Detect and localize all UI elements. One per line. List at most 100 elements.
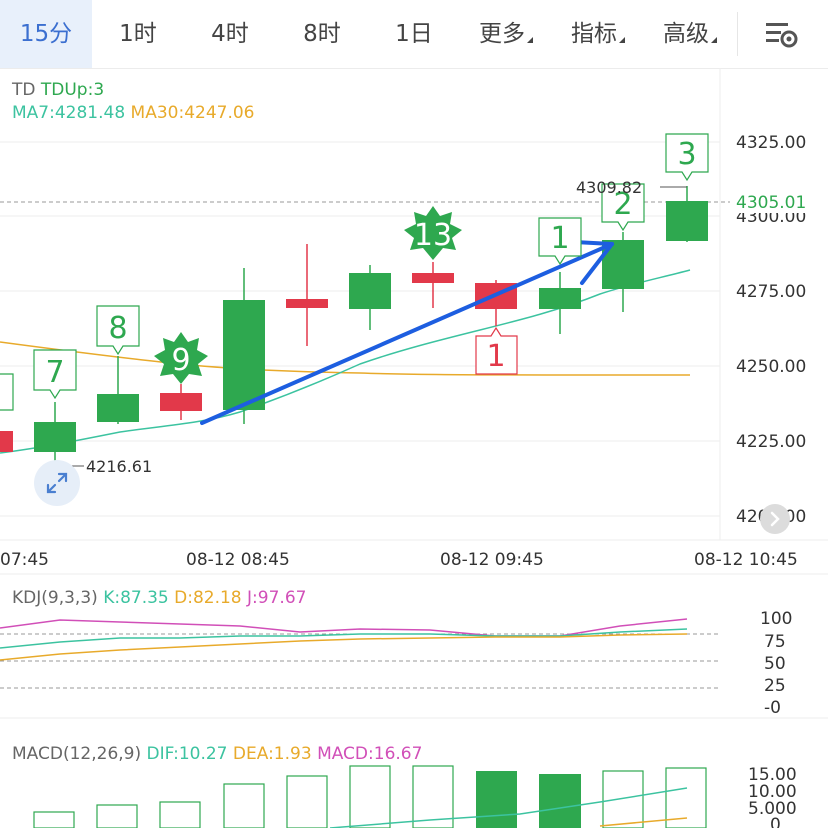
macd-bar [602,770,644,828]
tab-label: 1日 [395,21,433,47]
td-label: TD [12,80,36,100]
td-count-text: 2 [613,187,632,222]
candles [0,186,708,462]
macd-legend: MACD(12,26,9) DIF:10.27 DEA:1.93 MACD:16… [12,744,422,764]
kdj-axis-tick: 25 [764,676,786,696]
macd-bar [96,804,138,828]
td-count-1: 1 [538,217,582,266]
expand-arrows-icon [46,472,68,494]
tab-4h[interactable]: 4时 [184,0,276,68]
macd-bar [286,775,328,828]
candle [97,394,139,422]
td-count-partial [0,373,14,411]
macd-dea-value: DEA:1.93 [232,744,312,764]
macd-axis-tick: 5.000 [748,799,797,819]
macd-bar [412,765,454,828]
time-tick: 08-12 08:45 [186,550,290,570]
tab-label: 4时 [211,21,249,47]
price-tick: 4250.00 [736,357,806,377]
td-count-3: 3 [665,133,709,182]
tab-label: 8时 [303,21,341,47]
low-price-label: 4216.61 [86,457,152,476]
td-count-red-1: 1 [475,326,518,375]
time-tick: 08-12 09:45 [440,550,544,570]
td-count-13: 13 [404,206,462,260]
kdj-d-line [0,633,688,661]
kdj-axis-tick: 50 [764,654,786,674]
collapse-chevron-icon [770,511,780,527]
macd-bar [33,811,75,828]
tab-divider [737,12,738,56]
macd-macd-value: MACD:16.67 [317,744,423,764]
candle [539,288,581,309]
td-count-text: 7 [45,355,64,390]
tab-1h[interactable]: 1时 [92,0,184,68]
kdj-axis-tick: -0 [764,698,781,718]
td-count-text: 3 [677,137,696,172]
dropdown-triangle-icon [619,37,625,43]
macd-dea-line [599,817,688,827]
kdj-j-line [0,618,688,637]
tab-label: 15分 [19,21,73,47]
ma7-line [0,269,691,454]
tab-label: 更多 [479,21,525,47]
kdj-axis-tick: 100 [760,609,792,629]
price-tick: 4225.00 [736,432,806,452]
macd-panel: 15.00 10.00 5.000 0 [33,765,797,828]
macd-bar [349,765,391,828]
candle [412,273,454,283]
tab-label: 高级 [663,21,709,47]
kdj-j-value: J:97.67 [247,588,307,608]
candle [34,422,76,452]
time-axis: 07:45 08-12 08:45 08-12 09:45 08-12 10:4… [0,550,798,570]
ma30-value: MA30:4247.06 [130,103,255,123]
kdj-axis-tick: 75 [764,632,786,652]
tab-label: 指标 [571,21,617,47]
td-count-7: 7 [33,349,77,400]
tab-1d[interactable]: 1日 [368,0,460,68]
td-count-text: 13 [414,218,452,253]
kdj-k-line [0,628,688,649]
td-count-8: 8 [96,305,140,356]
td-count-text: 9 [171,343,190,378]
macd-axis-tick: 15.00 [748,765,797,785]
ma30-line [0,341,690,376]
td-count-9: 9 [154,332,208,384]
kdj-d-value: D:82.18 [174,588,242,608]
candle [0,431,13,452]
td-count-text: 1 [486,339,505,374]
dropdown-triangle-icon [527,37,533,43]
high-price-label: 4309.82 [576,178,642,197]
kdj-legend: KDJ(9,3,3) K:87.35 D:82.18 J:97.67 [12,588,306,608]
candle [349,273,391,309]
tab-advanced[interactable]: 高级 [644,0,736,68]
ma7-value: MA7:4281.48 [12,103,126,123]
candle [286,299,328,308]
macd-title: MACD(12,26,9) [12,744,142,764]
tab-8h[interactable]: 8时 [276,0,368,68]
candle [160,393,202,411]
td-up-value: TDUp:3 [40,80,105,100]
price-tick: 4275.00 [736,282,806,302]
td-count-text: 1 [550,221,569,256]
time-tick: 08-12 10:45 [694,550,798,570]
candle [223,300,265,410]
macd-bar [476,771,517,828]
kdj-panel: 100 75 50 25 -0 [0,609,828,719]
tab-label: 1时 [119,21,157,47]
expand-chart-button[interactable] [34,460,80,506]
macd-dif-line [329,787,688,828]
kdj-k-value: K:87.35 [103,588,169,608]
td-count-text: 8 [108,311,127,346]
tab-indicators[interactable]: 指标 [552,0,644,68]
scroll-latest-button[interactable] [760,504,790,534]
ma-legend: MA7:4281.48 MA30:4247.06 [12,103,255,123]
chart-settings-icon[interactable] [764,18,800,50]
price-axis: 4325.00 4300.00 4275.00 4250.00 4225.00 … [736,133,806,527]
macd-axis-tick: 0 [770,815,781,828]
dropdown-triangle-icon [711,37,717,43]
tab-more[interactable]: 更多 [460,0,552,68]
tab-15m[interactable]: 15分 [0,0,92,68]
macd-bar [539,774,581,828]
